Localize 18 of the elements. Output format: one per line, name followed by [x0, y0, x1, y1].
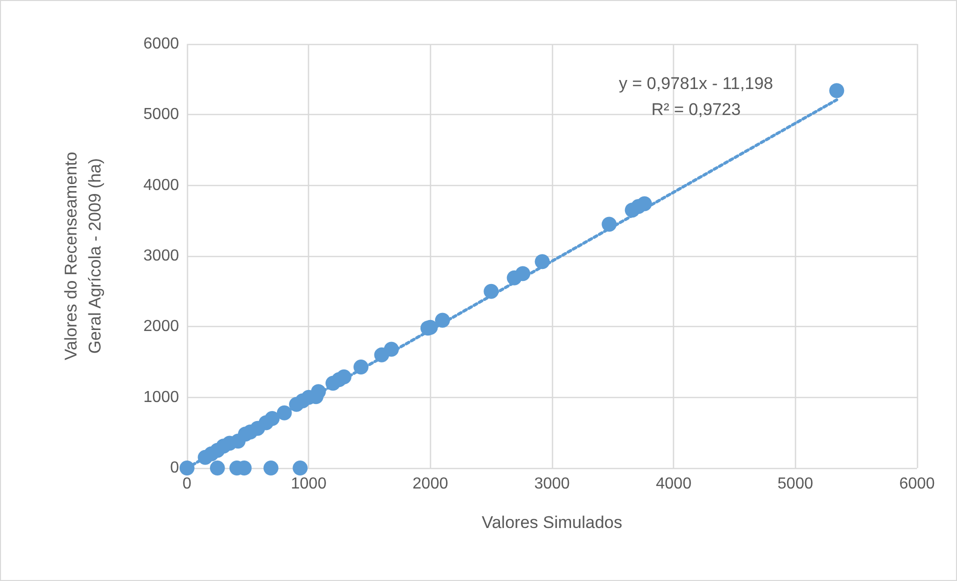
x-tick-label: 0	[182, 476, 192, 492]
y-tick-label: 3000	[143, 248, 180, 264]
annotation: R² = 0,9723	[651, 100, 741, 119]
x-tick-label: 4000	[656, 476, 692, 492]
y-tick-label: 2000	[143, 318, 180, 336]
x-tick-label: 5000	[778, 476, 814, 492]
annotation: y = 0,9781x - 11,198	[618, 74, 774, 93]
x-axis-title: Valores Simulados	[482, 513, 622, 532]
y-tick-label: 6000	[143, 36, 180, 52]
y-tick-label: 1000	[143, 388, 180, 406]
y-tick-label: 5000	[143, 106, 180, 124]
y-tick-label: 0	[170, 460, 180, 476]
y-axis-title: Valores do Recenseamento Geral Agrícola - 2009 (ha)	[62, 152, 104, 360]
x-tick-label: 1000	[290, 476, 327, 492]
y-tick-label: 4000	[143, 176, 180, 194]
x-tick-label: 6000	[899, 476, 935, 492]
x-tick-label: 2000	[412, 476, 448, 492]
x-tick-label: 3000	[534, 476, 570, 492]
